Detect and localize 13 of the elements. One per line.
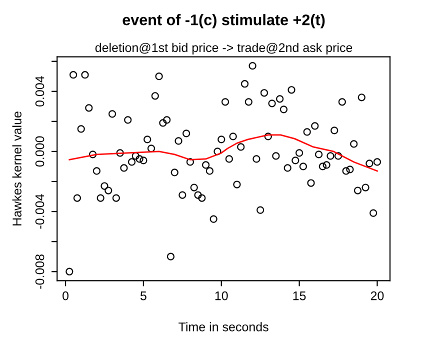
x-axis-title: Time in seconds bbox=[178, 322, 268, 332]
x-tick-label: 20 bbox=[370, 291, 384, 300]
x-tick-label: 0 bbox=[62, 291, 69, 300]
y-tick-label: -0.008 bbox=[35, 254, 44, 289]
x-tick-label: 10 bbox=[215, 291, 228, 300]
y-tick-label: 0.004 bbox=[35, 76, 44, 107]
y-axis-title: Hawkes kernel value bbox=[12, 112, 22, 226]
chart-title: event of -1(c) stimulate +2(t) bbox=[122, 14, 325, 28]
x-tick-label: 15 bbox=[293, 292, 306, 300]
y-tick-label: 0.000 bbox=[35, 136, 44, 167]
y-tick-label: -0.004 bbox=[35, 194, 44, 229]
x-tick-label: 5 bbox=[140, 292, 146, 300]
chart-subtitle: deletion@1st bid price -> trade@2nd ask price bbox=[95, 42, 352, 55]
